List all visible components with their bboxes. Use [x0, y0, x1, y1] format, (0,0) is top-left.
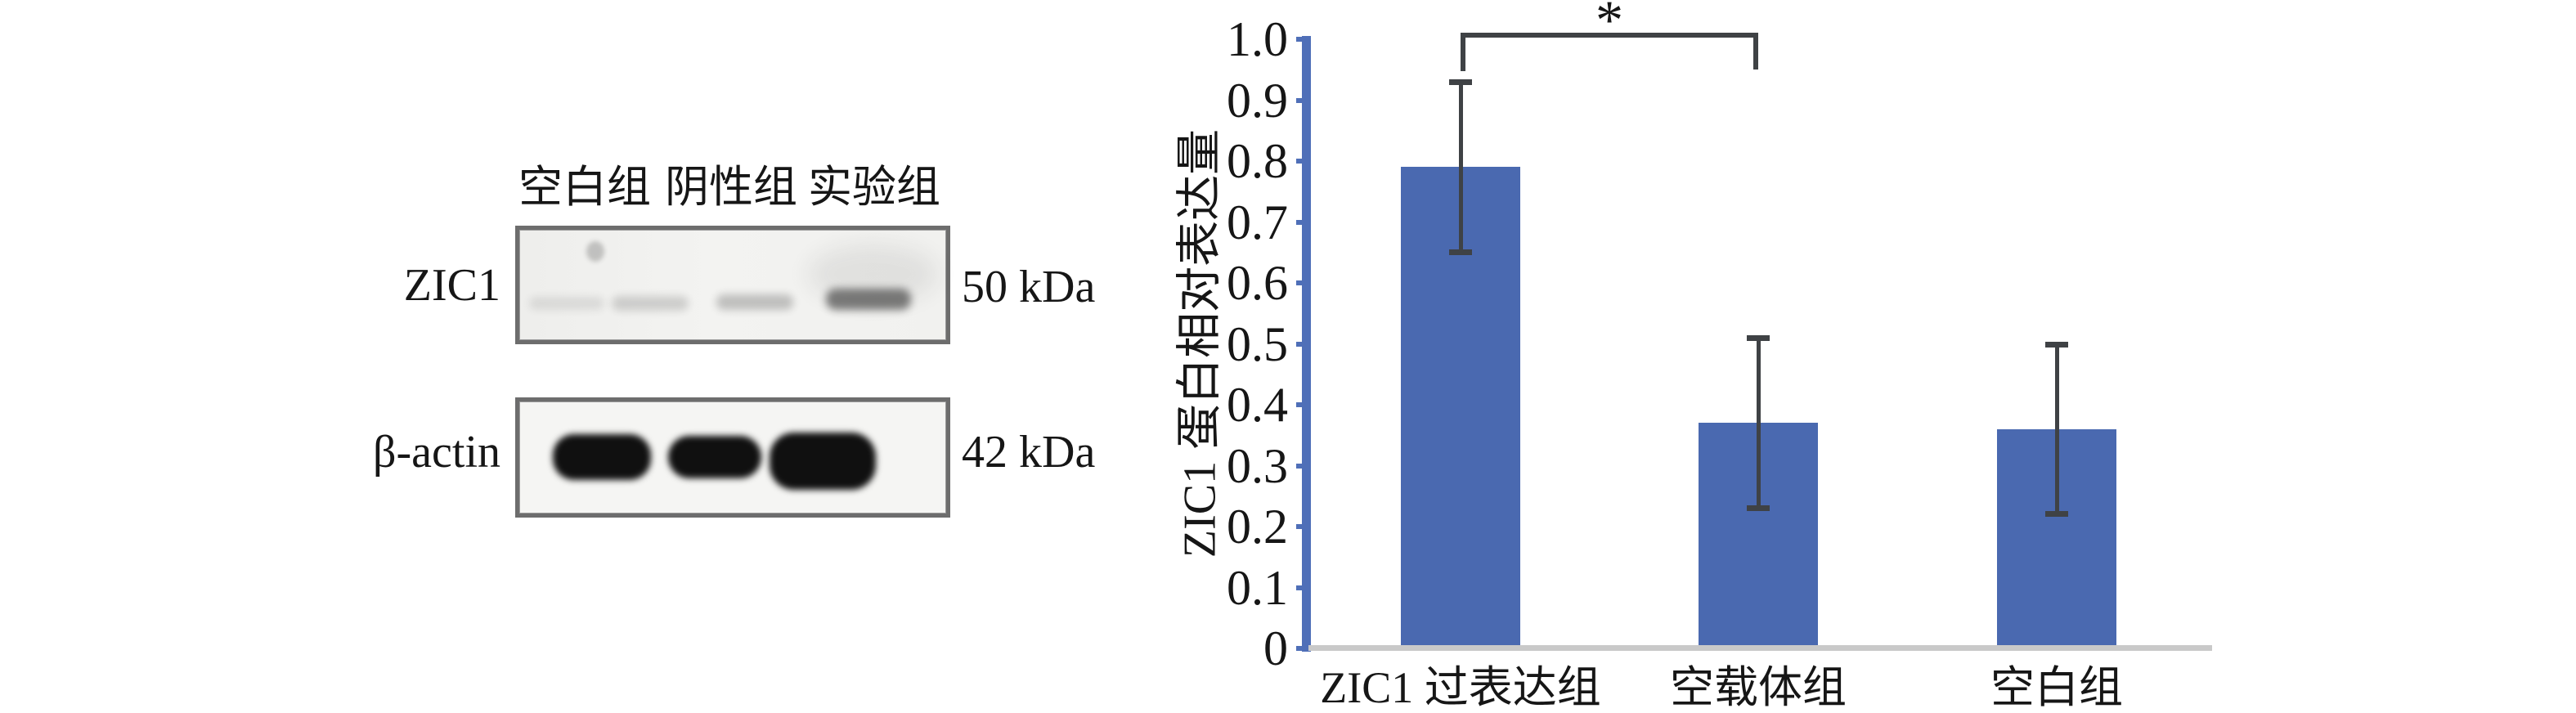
zic1-size-label: 50 kDa [962, 262, 1096, 312]
zic1-band-lane1 [612, 296, 689, 311]
actin-band-lane3 [770, 433, 876, 490]
actin-band-lane1 [553, 434, 651, 480]
error-bar-cap-top-3 [2045, 341, 2068, 348]
y-tick-label: 0.9 [1227, 73, 1288, 128]
y-tick-label: 0.7 [1227, 195, 1288, 249]
x-axis-line [1308, 645, 2212, 651]
significance-bracket-right-leg [1753, 33, 1758, 70]
error-bar-cap-top-2 [1747, 335, 1770, 342]
y-axis-line [1302, 36, 1311, 652]
significance-asterisk: * [1595, 0, 1623, 51]
error-bar-cap-bottom-2 [1747, 504, 1770, 511]
error-bar-line-1 [1458, 82, 1463, 253]
y-tick-label: 0.2 [1227, 500, 1288, 554]
y-tick-label: 0.8 [1227, 134, 1288, 188]
actin-row-label: β-actin [373, 427, 500, 478]
lane-label-negative: 阴性组 [665, 163, 797, 212]
y-tick-label: 0.5 [1227, 316, 1288, 371]
significance-bracket-left-leg [1461, 33, 1465, 71]
zic1-band-lane1-smear [529, 297, 604, 310]
zic1-blot-artifact-spot [586, 241, 604, 262]
error-bar-cap-bottom-3 [2045, 511, 2068, 518]
lane-label-blank: 空白组 [518, 163, 651, 212]
error-bar-line-3 [2054, 343, 2059, 515]
actin-blot-image [515, 397, 950, 518]
y-tick-label: 0.6 [1227, 256, 1288, 310]
y-tick-label: 0.4 [1227, 378, 1288, 432]
y-tick-label: 0.3 [1227, 438, 1288, 493]
y-tick-label: 0 [1263, 621, 1288, 675]
error-bar-line-2 [1756, 338, 1761, 509]
x-category-label-2: 空载体组 [1670, 663, 1847, 712]
y-tick-label: 0.1 [1227, 560, 1288, 615]
zic1-band-lane2 [716, 294, 793, 310]
significance-bracket-top [1461, 33, 1758, 38]
y-tick-label: 1.0 [1227, 12, 1288, 66]
error-bar-cap-bottom-1 [1449, 249, 1472, 255]
actin-band-lane2 [668, 436, 761, 478]
x-category-label-1: ZIC1 过表达组 [1320, 663, 1601, 712]
lane-label-experimental: 实验组 [808, 163, 940, 212]
actin-size-label: 42 kDa [962, 427, 1096, 478]
x-category-label-3: 空白组 [1990, 663, 2123, 712]
error-bar-cap-top-1 [1449, 79, 1472, 86]
zic1-blot-image [515, 226, 950, 344]
zic1-band-lane3 [826, 289, 911, 310]
zic1-row-label: ZIC1 [403, 260, 500, 311]
